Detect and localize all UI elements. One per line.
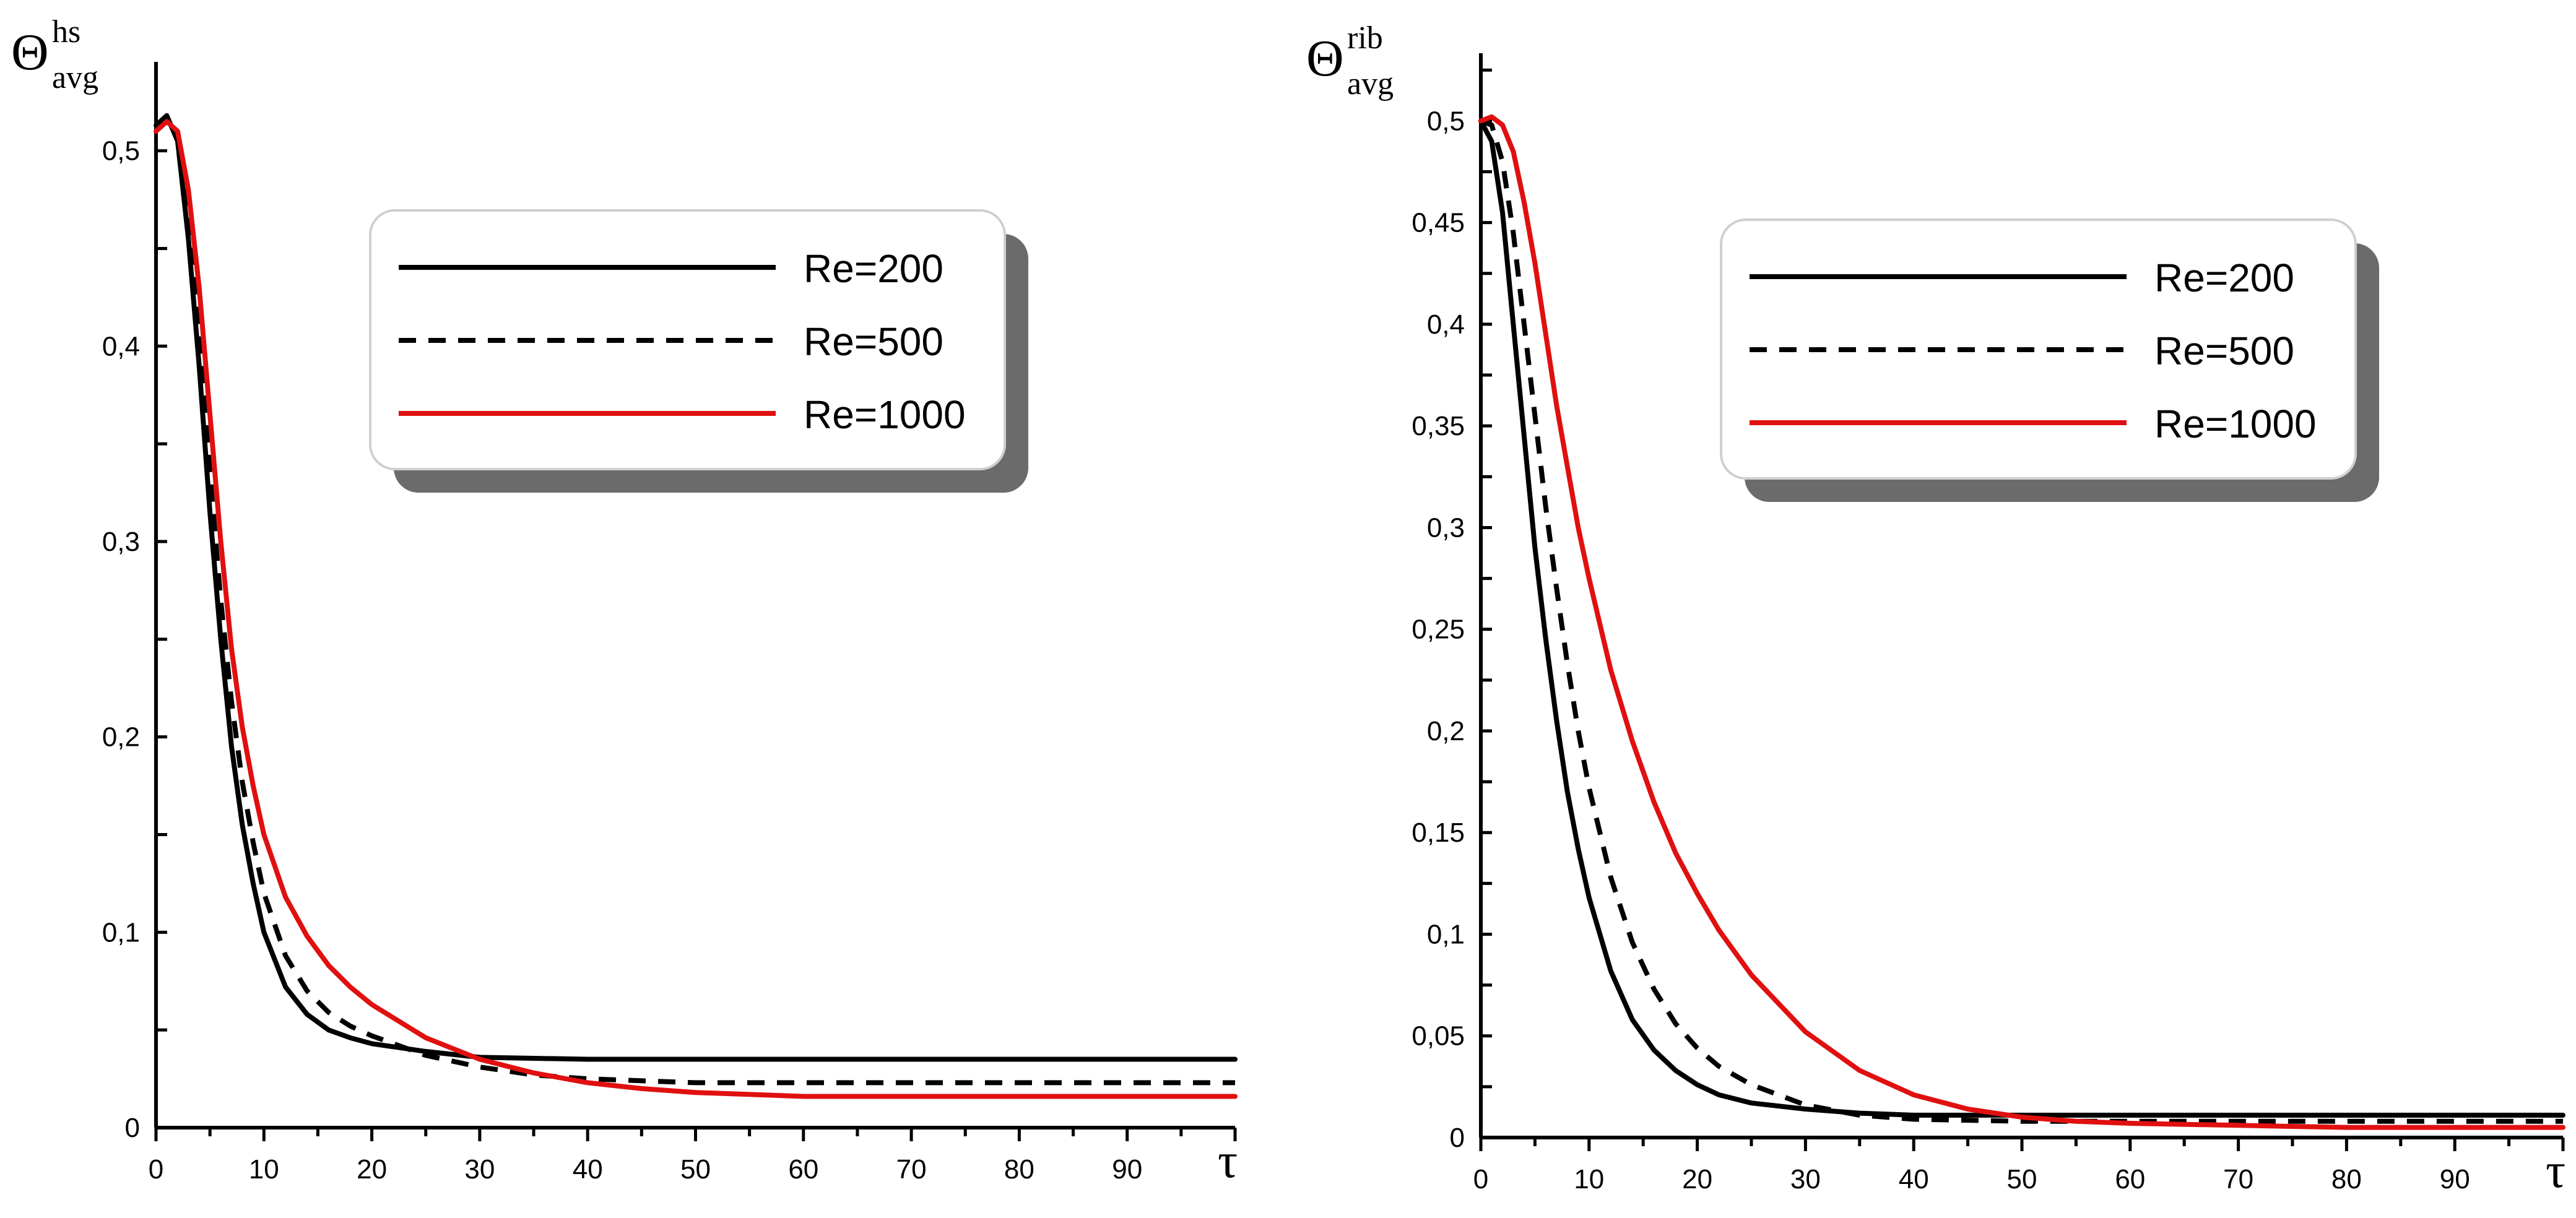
y-tick-label: 0,1 <box>102 917 140 948</box>
x-axis-label: τ <box>1218 1134 1238 1188</box>
series-line-re-200 <box>154 113 1238 1062</box>
y-tick-label: 0,2 <box>102 722 140 753</box>
legend-label: Re=200 <box>804 246 943 291</box>
y-axis-label-subscript: avg <box>52 60 98 95</box>
x-tick-label: 50 <box>680 1154 711 1185</box>
x-tick-label: 20 <box>357 1154 387 1185</box>
x-tick-label: 70 <box>896 1154 927 1185</box>
legend-box <box>369 209 1006 470</box>
x-tick-label: 70 <box>2223 1164 2253 1194</box>
legend-label: Re=500 <box>804 319 943 364</box>
x-tick-label: 60 <box>2115 1164 2145 1194</box>
x-tick-label: 80 <box>2331 1164 2362 1194</box>
x-tick-label: 20 <box>1682 1164 1712 1194</box>
y-tick-label: 0,4 <box>1427 309 1465 340</box>
legend-label: Re=1000 <box>804 392 966 437</box>
x-tick-label: 40 <box>573 1154 603 1185</box>
x-tick-label: 60 <box>788 1154 818 1185</box>
y-axis-label-superscript: rib <box>1347 20 1383 56</box>
series-line-re-1000 <box>1478 114 2565 1130</box>
y-tick-label: 0 <box>125 1113 140 1143</box>
x-tick-label: 30 <box>464 1154 495 1185</box>
series-line-re-500 <box>154 115 1235 1086</box>
legend: Re=200 Re=500 Re=1000 <box>369 209 1028 493</box>
legend-label: Re=200 <box>2154 256 2294 300</box>
y-tick-label: 0,2 <box>1427 716 1465 746</box>
y-tick-label: 0,3 <box>1427 512 1465 543</box>
y-axis-label: Θ <box>1306 30 1344 87</box>
x-tick-label: 90 <box>1112 1154 1142 1185</box>
x-tick-label: 40 <box>1899 1164 1929 1194</box>
legend-label: Re=1000 <box>2154 402 2317 446</box>
y-axis-label-subscript: avg <box>1347 66 1394 102</box>
y-tick-label: 0,1 <box>1427 919 1465 949</box>
y-tick-label: 0,15 <box>1412 818 1465 848</box>
legend: Re=200 Re=500 Re=1000 <box>1720 218 2379 502</box>
y-axis-label-superscript: hs <box>52 14 80 50</box>
legend-label: Re=500 <box>2154 329 2294 373</box>
x-tick-label: 10 <box>1574 1164 1604 1194</box>
x-tick-label: 0 <box>1473 1164 1488 1194</box>
y-tick-label: 0,5 <box>102 136 140 166</box>
y-tick-label: 0,35 <box>1412 411 1465 441</box>
x-tick-label: 80 <box>1004 1154 1034 1185</box>
chart-1: 0 0,1 0,2 0,3 0,4 0,5 0 10 20 30 40 50 60 70 80 90 Θ hs av… <box>11 14 1238 1188</box>
series-line-re-200 <box>1478 118 2565 1118</box>
series-line-re-1000 <box>154 119 1238 1099</box>
y-tick-label: 0,45 <box>1412 208 1465 238</box>
y-tick-label: 0,05 <box>1412 1021 1465 1052</box>
x-tick-label: 0 <box>149 1154 163 1185</box>
x-tick-label: 30 <box>1790 1164 1821 1194</box>
x-axis-label: τ <box>2546 1144 2565 1198</box>
legend-box <box>1720 218 2357 480</box>
y-tick-label: 0,25 <box>1412 615 1465 645</box>
y-tick-label: 0,5 <box>1427 106 1465 136</box>
x-tick-label: 50 <box>2007 1164 2037 1194</box>
y-tick-label: 0,3 <box>102 527 140 557</box>
x-tick-label: 10 <box>249 1154 279 1185</box>
y-axis-label: Θ <box>11 24 49 81</box>
y-tick-label: 0 <box>1450 1123 1465 1153</box>
x-tick-label: 90 <box>2440 1164 2470 1194</box>
chart-2: 0 0,05 0,1 0,15 0,2 0,25 0,3 0,35 0,4 0,45 0,5 0 10 2… <box>1306 20 2565 1198</box>
y-tick-label: 0,4 <box>102 331 140 361</box>
